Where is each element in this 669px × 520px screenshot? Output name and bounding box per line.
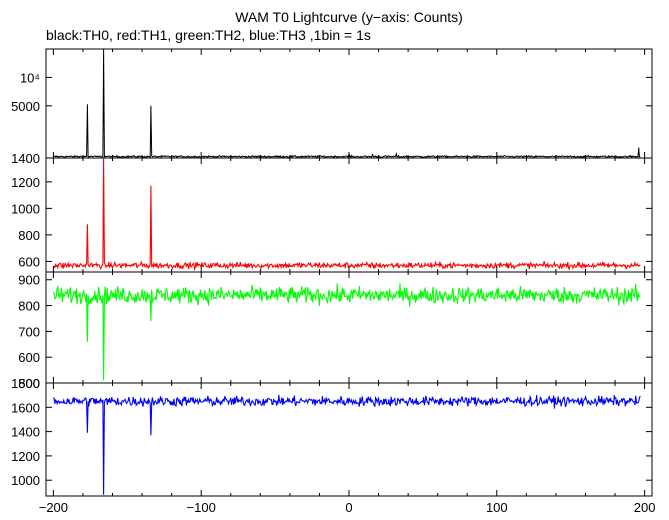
panel-th2: 500 600 700 800 900: [18, 271, 653, 391]
y-tick-label: 1400: [11, 425, 40, 440]
y-tick-label: 1000: [11, 201, 40, 216]
y-tick-label: 1200: [11, 175, 40, 190]
y-tick-label: 800: [18, 299, 40, 314]
x-tick-label: −200: [39, 500, 68, 515]
series-th3-line: [52, 394, 641, 495]
y-tick-label: 1600: [11, 400, 40, 415]
series-th1-line: [52, 157, 641, 272]
y-tick-label: 10⁴: [20, 70, 40, 85]
y-tick-label: 5000: [11, 99, 40, 114]
series-th0-line: [53, 48, 641, 159]
x-tick-label: 100: [486, 500, 508, 515]
y-tick-label: 600: [18, 350, 40, 365]
y-tick-label: 1000: [11, 473, 40, 488]
y-tick-label: 500: [18, 376, 40, 391]
x-axis: −200 −100 0 100 200: [39, 500, 656, 515]
panel-th3: 1000 1200 1400 1600 1800: [11, 376, 653, 497]
x-tick-label: −100: [187, 500, 216, 515]
panel-frame: [45, 48, 653, 159]
y-tick-label: 700: [18, 324, 40, 339]
chart-subtitle: black:TH0, red:TH1, green:TH2, blue:TH3 …: [46, 27, 371, 43]
x-tick-label: 0: [345, 500, 352, 515]
y-tick-label: 1400: [11, 151, 40, 166]
panel-frame: [45, 157, 653, 273]
y-tick-label: 600: [18, 254, 40, 269]
x-tick-label: 200: [634, 500, 656, 515]
y-tick-label: 900: [18, 273, 40, 288]
y-tick-label: 1200: [11, 449, 40, 464]
series-th2-line: [52, 283, 641, 381]
panel-th0: 1400 5000 10⁴: [11, 48, 653, 166]
panel-frame: [45, 271, 653, 384]
panel-th1: 600 800 1000 1200: [11, 157, 653, 273]
panels-group: 1400 5000 10⁴ 600 800 1000 1200 500 600 700 800 900…: [11, 48, 653, 497]
y-tick-label: 1800: [11, 376, 40, 391]
y-tick-label: 800: [18, 228, 40, 243]
chart-title: WAM T0 Lightcurve (y−axis: Counts): [235, 9, 463, 25]
